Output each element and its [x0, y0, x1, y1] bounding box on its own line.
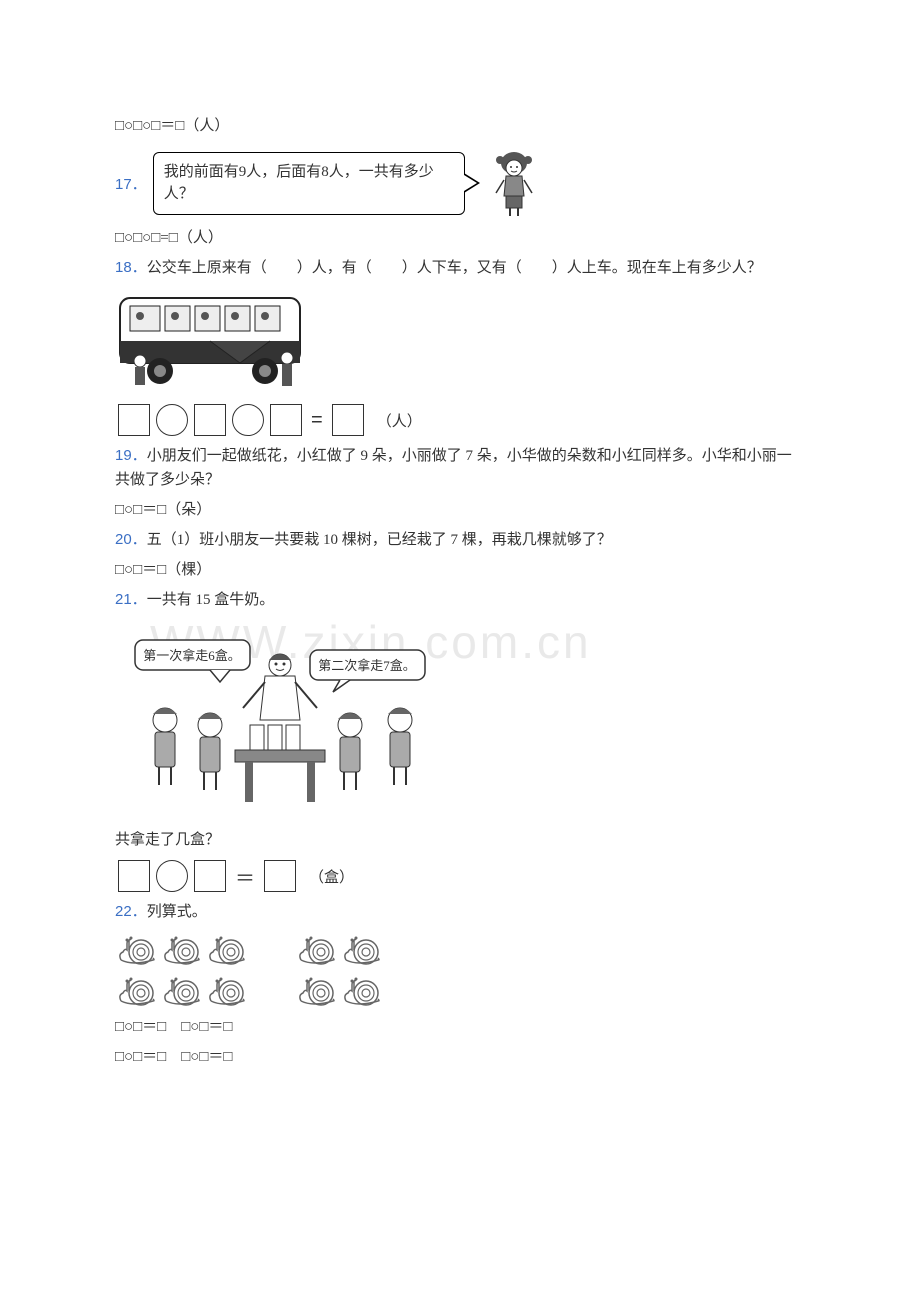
q18-line: 18．公交车上原来有（ ）人，有（ ）人下车，又有（ ）人上车。现在车上有多少人…	[115, 256, 805, 280]
input-box[interactable]	[264, 860, 296, 892]
input-circle[interactable]	[232, 404, 264, 436]
equals-sign: =	[311, 409, 323, 432]
input-box[interactable]	[118, 860, 150, 892]
input-box[interactable]	[332, 404, 364, 436]
q20-eq: □○□＝□（棵）	[115, 558, 805, 582]
girl-figure-icon	[486, 148, 541, 218]
bubble2-text: 第二次拿走7盒。	[318, 658, 416, 673]
q18-eq-row: = （人）	[115, 404, 805, 436]
q20-num: 20．	[115, 531, 147, 548]
bubble1-text: 第一次拿走6盒。	[143, 648, 241, 663]
q20-line: 20．五（1）班小朋友一共要栽 10 棵树，已经栽了 7 棵，再栽几棵就够了？	[115, 528, 805, 552]
q22-num: 22．	[115, 903, 147, 920]
eq-unit: （盒）	[309, 866, 354, 887]
speech-text: 我的前面有9人，后面有8人，一共有多少人？	[164, 164, 434, 203]
q22-eq2: □○□＝□ □○□＝□	[115, 1045, 805, 1069]
input-box[interactable]	[194, 404, 226, 436]
input-circle[interactable]	[156, 860, 188, 892]
q21-line: 21．一共有 15 盒牛奶。	[115, 588, 805, 612]
q22-line: 22．列算式。	[115, 900, 805, 924]
speech-triangle-icon	[464, 173, 480, 193]
input-circle[interactable]	[156, 404, 188, 436]
q21-question: 共拿走了几盒？	[115, 828, 805, 852]
milk-figure-icon: 第一次拿走6盒。 第二次拿走7盒。	[115, 620, 445, 820]
input-box[interactable]	[118, 404, 150, 436]
q21-text: 一共有 15 盒牛奶。	[147, 592, 275, 608]
equals-sign: ＝	[235, 862, 255, 891]
q20-text: 五（1）班小朋友一共要栽 10 棵树，已经栽了 7 棵，再栽几棵就够了？	[147, 532, 612, 548]
q21-num: 21．	[115, 591, 147, 608]
input-box[interactable]	[194, 860, 226, 892]
q22-eq1: □○□＝□ □○□＝□	[115, 1015, 805, 1039]
q19-text: 小朋友们一起做纸花，小红做了 9 朵，小丽做了 7 朵，小华做的朵数和小红同样多…	[115, 448, 792, 488]
q21-eq-row: ＝ （盒）	[115, 860, 805, 892]
q19-eq: □○□＝□（朵）	[115, 498, 805, 522]
snail-figure-icon	[115, 930, 805, 1009]
speech-bubble: 我的前面有9人，后面有8人，一共有多少人？	[153, 152, 465, 215]
q19-line: 19．小朋友们一起做纸花，小红做了 9 朵，小丽做了 7 朵，小华做的朵数和小红…	[115, 444, 805, 492]
q19-num: 19．	[115, 447, 147, 464]
eq-unit: （人）	[377, 410, 422, 431]
q18-num: 18．	[115, 259, 147, 276]
q17-num: 17．	[115, 173, 147, 194]
input-box[interactable]	[270, 404, 302, 436]
q18-text: 公交车上原来有（ ）人，有（ ）人下车，又有（ ）人上车。现在车上有多少人？	[147, 260, 762, 276]
bus-figure-icon	[115, 286, 315, 396]
eq-template-line: □○□○□＝□（人）	[115, 114, 805, 138]
eq-template-line-2: □○□○□=□（人）	[115, 226, 805, 250]
q17-row: 17． 我的前面有9人，后面有8人，一共有多少人？	[115, 148, 805, 218]
q22-text: 列算式。	[147, 904, 207, 920]
